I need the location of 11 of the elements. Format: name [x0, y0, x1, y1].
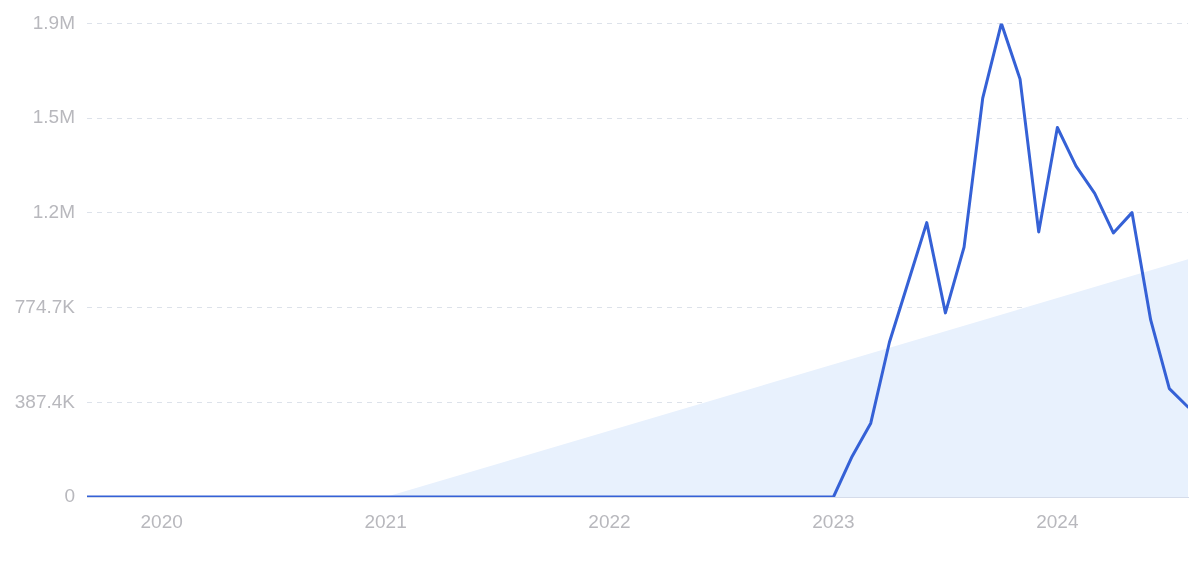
x-tick-label: 2022 — [588, 510, 631, 532]
y-tick-label: 774.7K — [14, 295, 76, 317]
y-tick-label: 1.5M — [32, 106, 75, 128]
x-tick-label: 2020 — [140, 510, 183, 532]
y-tick-label: 387.4K — [14, 390, 76, 412]
x-tick-label: 2023 — [812, 510, 855, 532]
y-tick-label: 1.2M — [32, 201, 75, 223]
y-tick-label: 0 — [64, 485, 75, 507]
x-tick-label: 2024 — [1036, 510, 1079, 532]
y-tick-label: 1.9M — [32, 11, 75, 33]
x-tick-label: 2021 — [364, 510, 407, 532]
